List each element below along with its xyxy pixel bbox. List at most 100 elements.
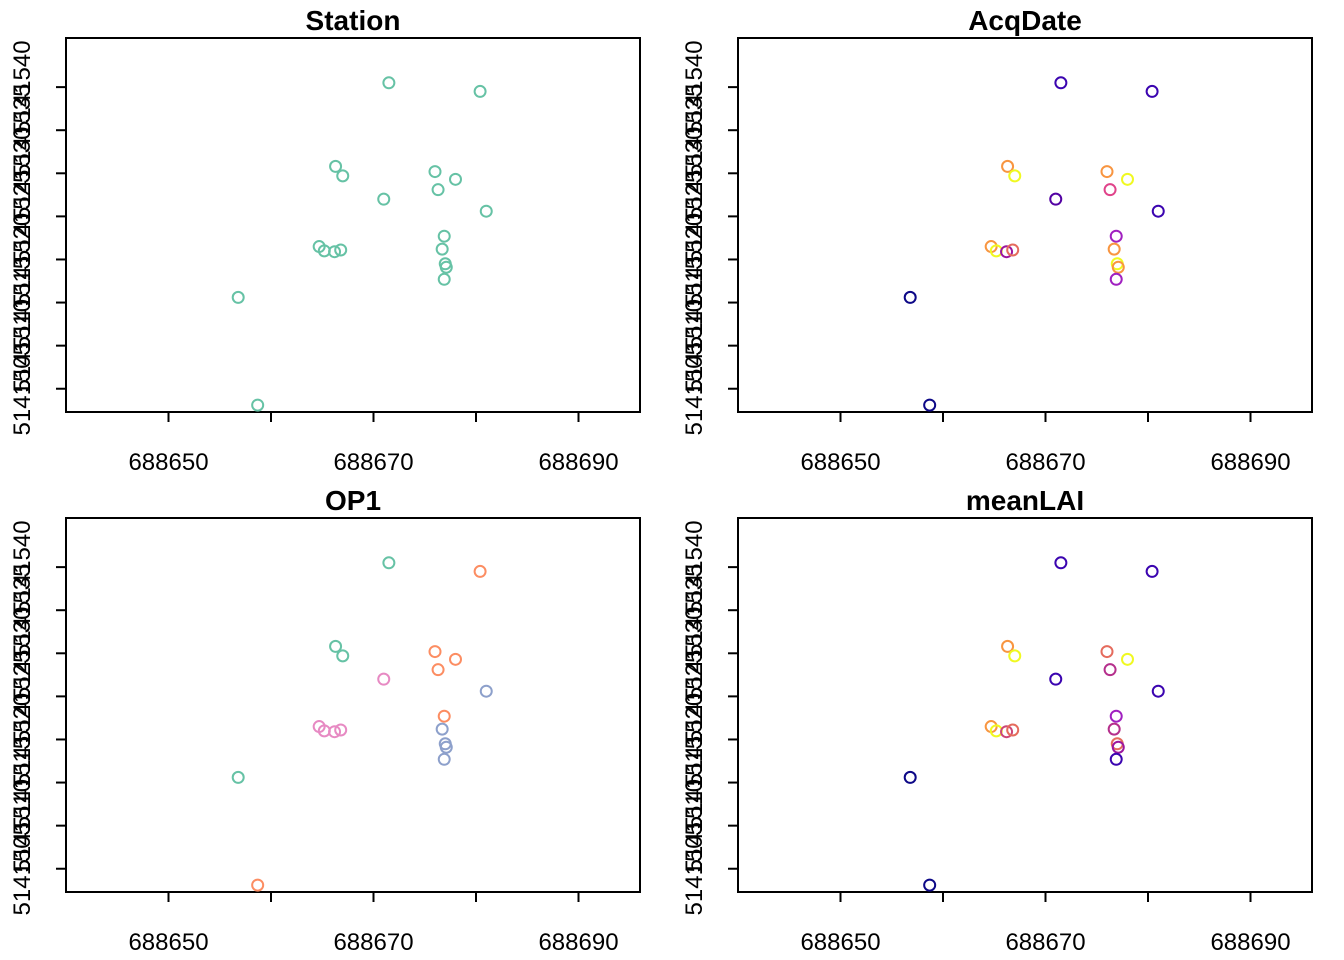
data-point <box>251 878 265 892</box>
x-tick-label: 688690 <box>538 929 618 956</box>
y-tick-label: 5141520 <box>9 213 36 306</box>
x-tick-label: 688670 <box>1005 449 1085 476</box>
data-point <box>1109 752 1123 766</box>
y-tick-label: 5141525 <box>9 650 36 743</box>
x-tick-label: 688650 <box>128 929 208 956</box>
data-point <box>334 243 348 257</box>
data-point <box>231 290 245 304</box>
data-point <box>231 770 245 784</box>
y-tick-label: 5141530 <box>9 127 36 220</box>
data-point <box>431 183 445 197</box>
data-point <box>1111 260 1125 274</box>
data-point <box>1001 159 1015 173</box>
data-point <box>1121 652 1134 666</box>
data-point <box>251 398 265 412</box>
data-point <box>428 165 442 179</box>
y-tick-label: 5141515 <box>681 736 708 829</box>
data-point <box>431 663 445 677</box>
data-point <box>1054 76 1068 90</box>
data-point <box>328 245 342 259</box>
y-tick-label: 5141505 <box>9 822 36 915</box>
data-point <box>435 722 449 736</box>
data-point <box>1006 723 1020 737</box>
y-tick-label: 5141535 <box>681 563 708 656</box>
data-point <box>437 709 451 723</box>
y-tick-label: 5141540 <box>681 40 708 133</box>
data-point <box>1001 639 1015 653</box>
y-tick-label: 5141540 <box>9 40 36 133</box>
panel-title: AcqDate <box>968 5 1082 36</box>
data-point <box>903 770 917 784</box>
y-tick-label: 5141540 <box>9 520 36 613</box>
y-tick-label: 5141520 <box>9 693 36 786</box>
panel-title: meanLAI <box>966 485 1084 516</box>
plot-frame <box>737 37 1313 413</box>
y-tick-label: 5141535 <box>9 563 36 656</box>
data-point <box>473 84 487 98</box>
x-tick-label: 688690 <box>1210 449 1290 476</box>
y-tick-label: 5141515 <box>9 736 36 829</box>
data-point <box>1100 165 1114 179</box>
data-point <box>1145 84 1159 98</box>
x-tick-label: 688650 <box>800 929 880 956</box>
data-point <box>1109 272 1123 286</box>
data-point <box>336 169 350 183</box>
data-point <box>329 159 343 173</box>
x-tick-label: 688690 <box>1210 929 1290 956</box>
plot-frame <box>65 517 641 893</box>
data-point <box>479 204 493 218</box>
data-point <box>449 172 462 186</box>
data-point <box>1151 204 1165 218</box>
y-tick-label: 5141535 <box>9 83 36 176</box>
data-point <box>439 740 453 754</box>
data-point <box>382 556 396 570</box>
y-tick-label: 5141510 <box>681 299 708 392</box>
data-point <box>473 564 487 578</box>
y-tick-label: 5141535 <box>681 83 708 176</box>
y-tick-label: 5141530 <box>681 607 708 700</box>
y-tick-label: 5141505 <box>9 342 36 435</box>
y-tick-label: 5141505 <box>681 822 708 915</box>
data-point <box>328 725 342 739</box>
data-point <box>336 649 350 663</box>
y-tick-label: 5141510 <box>681 779 708 872</box>
data-point <box>1049 192 1063 206</box>
data-point <box>377 672 391 686</box>
panel-title: OP1 <box>325 485 381 516</box>
data-point <box>1145 564 1159 578</box>
data-point <box>1109 709 1123 723</box>
y-tick-label: 5141530 <box>681 127 708 220</box>
x-tick-label: 688670 <box>333 929 413 956</box>
y-tick-label: 5141525 <box>9 170 36 263</box>
data-point <box>1109 229 1123 243</box>
data-point <box>1121 172 1134 186</box>
data-point <box>437 272 451 286</box>
data-point <box>923 878 937 892</box>
x-tick-label: 688650 <box>800 449 880 476</box>
data-point <box>1107 242 1121 256</box>
data-point <box>1107 722 1121 736</box>
y-tick-label: 5141525 <box>681 170 708 263</box>
data-point <box>1103 663 1117 677</box>
data-point <box>1054 556 1068 570</box>
data-point <box>377 192 391 206</box>
y-tick-label: 5141515 <box>681 256 708 349</box>
data-point <box>479 684 493 698</box>
y-tick-label: 5141540 <box>681 520 708 613</box>
y-tick-label: 5141520 <box>681 213 708 306</box>
x-tick-label: 688670 <box>1005 929 1085 956</box>
y-tick-label: 5141520 <box>681 693 708 786</box>
x-tick-label: 688670 <box>333 449 413 476</box>
data-point <box>1111 740 1125 754</box>
data-point <box>437 752 451 766</box>
data-point <box>428 645 442 659</box>
panel-title: Station <box>306 5 401 36</box>
data-point <box>1103 183 1117 197</box>
y-tick-label: 5141525 <box>681 650 708 743</box>
data-point <box>435 242 449 256</box>
data-point <box>437 229 451 243</box>
